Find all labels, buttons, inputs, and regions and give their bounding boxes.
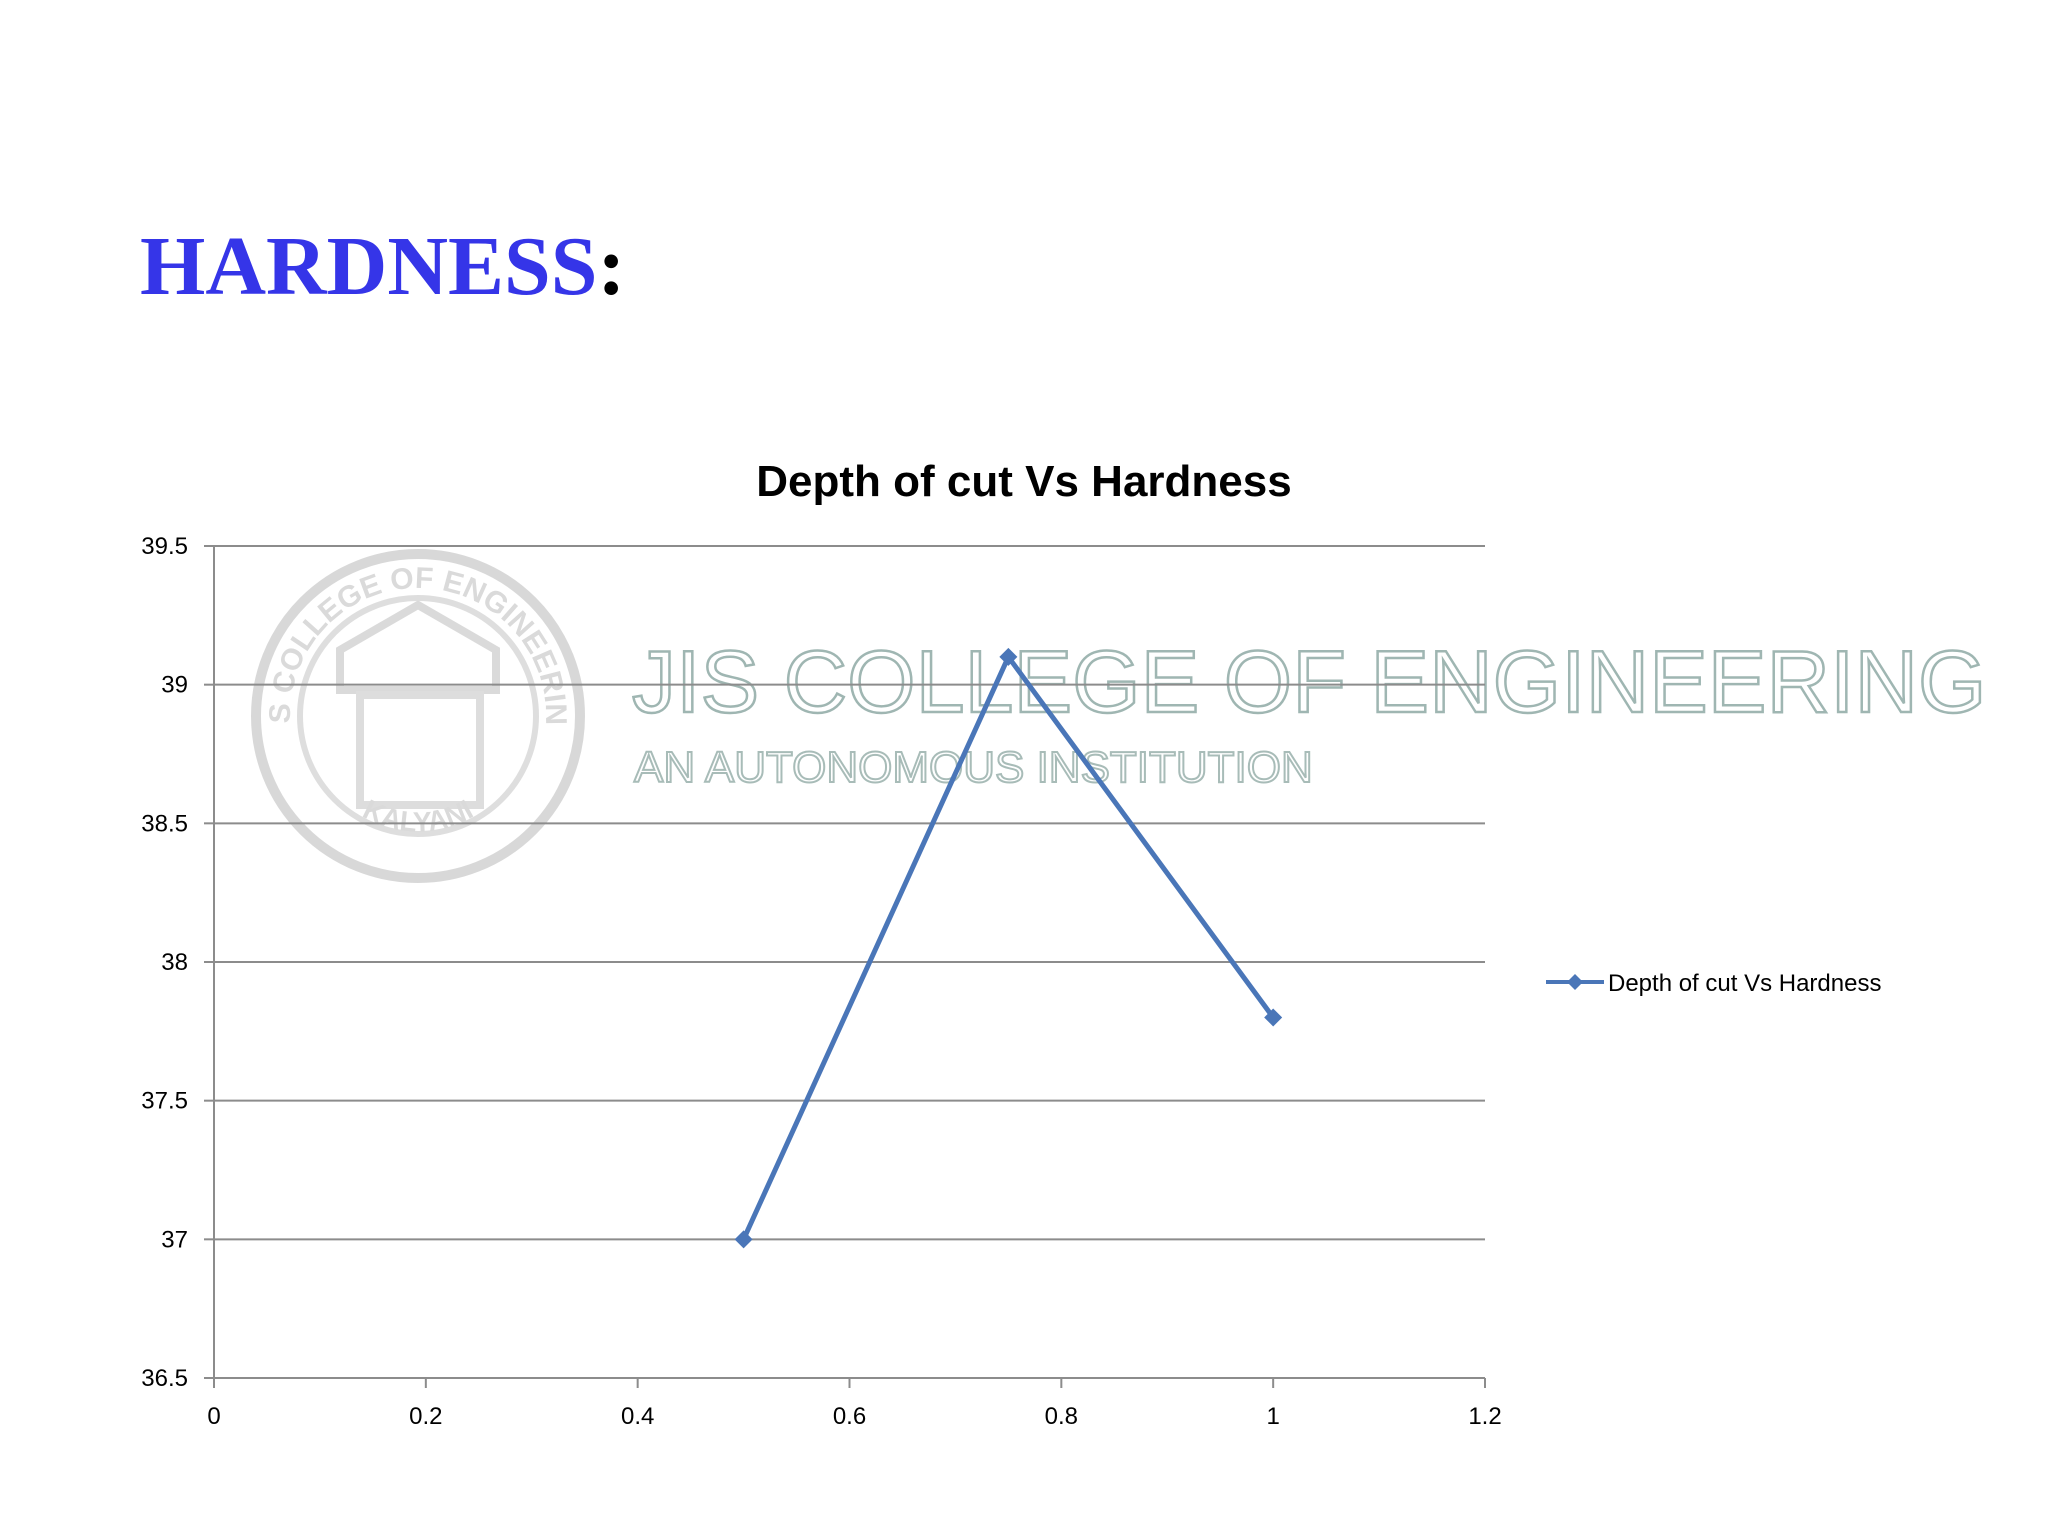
legend-label: Depth of cut Vs Hardness	[1608, 970, 1881, 997]
legend-diamond-marker	[1567, 974, 1583, 990]
seal-roof-shape	[336, 600, 500, 694]
watermark-sub-text: AN AUTONOMOUS INSTITUTION	[634, 743, 1313, 792]
x-tick-label: 0	[207, 1403, 220, 1430]
watermark-main-text: JIS COLLEGE OF ENGINEERING	[632, 632, 1987, 731]
y-tick-label: 37	[161, 1226, 188, 1253]
data-point	[999, 647, 1018, 666]
x-tick-label: 0.6	[833, 1403, 866, 1430]
slide-title-colon: :	[597, 220, 626, 313]
gridlines	[204, 545, 1485, 1379]
watermark-seal: JIS COLLEGE OF ENGINEERING KALYANI	[0, 0, 585, 883]
y-tick-label: 39	[161, 672, 188, 699]
x-tick-label: 0.4	[621, 1403, 654, 1430]
y-tick-labels: 39.5 39 38.5 38 37.5 37 36.5	[141, 533, 188, 1392]
x-tick-label: 1.2	[1468, 1403, 1501, 1430]
y-tick-label: 38	[161, 949, 188, 976]
data-point	[1264, 1008, 1283, 1027]
seal-building-shape	[356, 691, 484, 809]
y-tick-label: 38.5	[141, 810, 188, 837]
series-layer	[734, 647, 1283, 1249]
x-tick-labels: 0 0.2 0.4 0.6 0.8 1 1.2	[207, 1403, 1501, 1430]
y-tick-label: 39.5	[141, 533, 188, 560]
seal-outer-ring	[251, 549, 585, 883]
seal-inner-ring	[297, 595, 539, 837]
legend: Depth of cut Vs Hardness	[1546, 970, 1881, 997]
axes	[213, 546, 1486, 1388]
x-tick-label: 0.2	[409, 1403, 442, 1430]
data-point	[734, 1230, 753, 1249]
x-tick-label: 0.8	[1045, 1403, 1078, 1430]
seal-text-bottom: KALYANI	[358, 793, 477, 837]
slide-title-word: HARDNESS	[140, 220, 598, 313]
slide-title: HARDNESS:	[140, 225, 625, 309]
y-tick-label: 37.5	[141, 1088, 188, 1115]
x-tick-label: 1	[1266, 1403, 1279, 1430]
chart-title: Depth of cut Vs Hardness	[756, 457, 1291, 506]
y-tick-label: 36.5	[141, 1365, 188, 1392]
